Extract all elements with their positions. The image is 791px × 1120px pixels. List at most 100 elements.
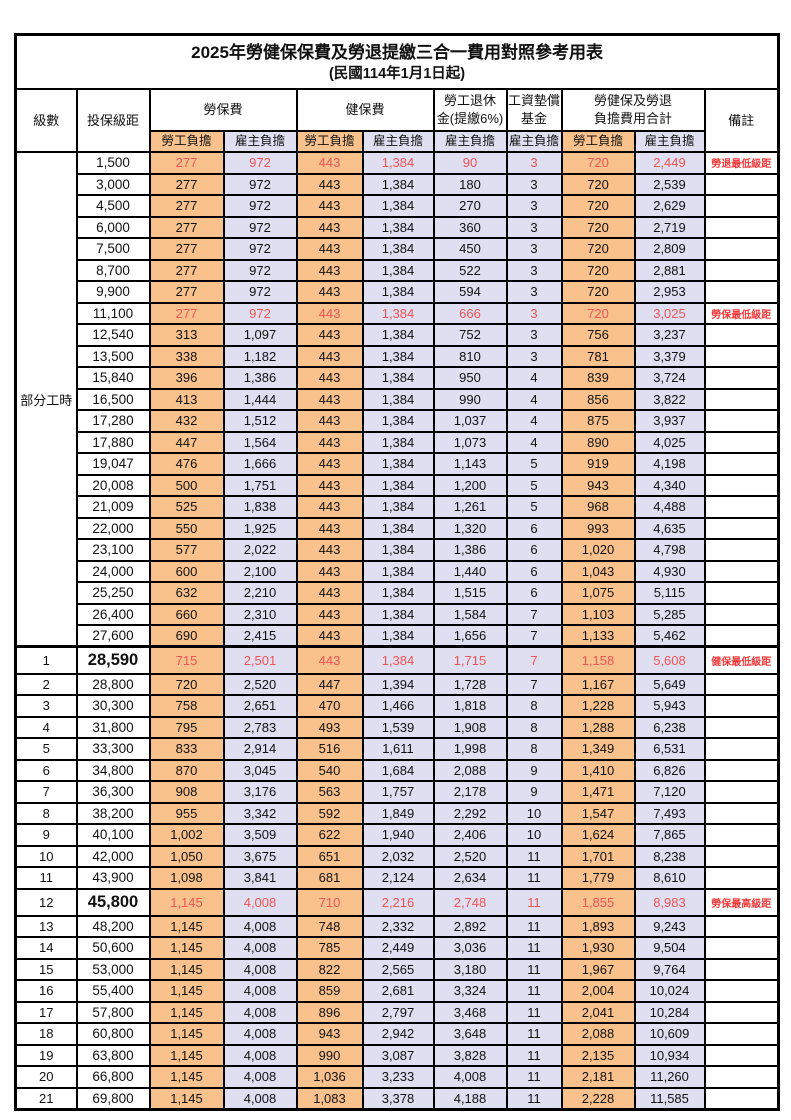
table-row: 3,000 277 972 443 1,384 180 3 720 2,539 — [16, 172, 780, 196]
table-row: 6 34,800 870 3,045 540 1,684 2,088 9 1,410 6,826 — [14, 758, 780, 782]
cell-total-employer: 2,539 — [633, 172, 706, 196]
cell-health-employee: 563 — [295, 780, 364, 804]
cell-labor-employer: 4,008 — [222, 1043, 298, 1067]
cell-health-employer: 1,539 — [361, 715, 435, 739]
cell-bracket: 60,800 — [75, 1022, 151, 1046]
cell-bracket: 3,000 — [75, 172, 151, 196]
cell-remark — [703, 516, 780, 540]
cell-total-employer: 3,025 — [633, 301, 706, 325]
cell-health-employer: 2,124 — [361, 866, 435, 890]
cell-bracket: 30,300 — [75, 694, 151, 718]
cell-remark — [703, 1043, 780, 1067]
cell-wagefund-employer: 8 — [505, 715, 563, 739]
cell-total-employer: 10,284 — [633, 1000, 706, 1024]
cell-pension-employer: 1,715 — [432, 645, 508, 675]
cell-health-employer: 1,384 — [361, 538, 435, 562]
cell-remark — [703, 452, 780, 476]
cell-remark — [703, 844, 780, 868]
cell-total-employee: 1,158 — [560, 645, 636, 675]
header-total: 勞健保及勞退 負擔費用合計 — [560, 88, 706, 132]
cell-bracket: 48,200 — [75, 914, 151, 938]
cell-wagefund-employer: 5 — [505, 452, 563, 476]
cell-health-employee: 990 — [295, 1043, 364, 1067]
title-row: 2025年勞健保保費及勞退提繳三合一費用對照參考用表 (民國114年1月1日起) — [14, 33, 780, 90]
cell-pension-employer: 1,728 — [432, 672, 508, 696]
cell-pension-employer: 180 — [432, 172, 508, 196]
cell-wagefund-employer: 9 — [505, 758, 563, 782]
cell-labor-employee: 1,145 — [148, 914, 225, 938]
table-row: 17,880 447 1,564 443 1,384 1,073 4 890 4,025 — [16, 430, 780, 454]
cell-pension-employer: 2,178 — [432, 780, 508, 804]
cell-labor-employer: 1,751 — [222, 473, 298, 497]
cell-labor-employee: 525 — [148, 495, 225, 519]
cell-level: 4 — [14, 715, 78, 739]
cell-pension-employer: 2,634 — [432, 866, 508, 890]
table-row: 8,700 277 972 443 1,384 522 3 720 2,881 — [16, 258, 780, 282]
table-row: 4 31,800 795 2,783 493 1,539 1,908 8 1,288 6,238 — [14, 715, 780, 739]
cell-labor-employee: 550 — [148, 516, 225, 540]
cell-labor-employee: 1,145 — [148, 936, 225, 960]
cell-pension-employer: 666 — [432, 301, 508, 325]
cell-wagefund-employer: 11 — [505, 866, 563, 890]
cell-wagefund-employer: 11 — [505, 1043, 563, 1067]
cell-health-employee: 681 — [295, 866, 364, 890]
cell-total-employer: 7,865 — [633, 823, 706, 847]
cell-bracket: 8,700 — [75, 258, 151, 282]
cell-bracket: 25,250 — [75, 581, 151, 605]
cell-health-employee: 443 — [295, 409, 364, 433]
cell-remark — [703, 495, 780, 519]
cell-bracket: 36,300 — [75, 780, 151, 804]
cell-wagefund-employer: 10 — [505, 823, 563, 847]
cell-labor-employee: 1,050 — [148, 844, 225, 868]
cell-pension-employer: 2,088 — [432, 758, 508, 782]
table-row: 13 48,200 1,145 4,008 748 2,332 2,892 11 1,893 9,… — [14, 914, 780, 938]
cell-bracket: 22,000 — [75, 516, 151, 540]
cell-labor-employee: 577 — [148, 538, 225, 562]
cell-remark — [703, 914, 780, 938]
cell-labor-employer: 4,008 — [222, 936, 298, 960]
table-row: 11,100 277 972 443 1,384 666 3 720 3,025 勞保最低級距 — [16, 301, 780, 325]
cell-health-employee: 443 — [295, 516, 364, 540]
cell-bracket: 38,200 — [75, 801, 151, 825]
cell-labor-employee: 632 — [148, 581, 225, 605]
cell-wagefund-employer: 11 — [505, 844, 563, 868]
cell-remark: 勞保最低級距 — [703, 301, 780, 325]
cell-bracket: 69,800 — [75, 1086, 151, 1110]
cell-total-employee: 1,349 — [560, 737, 636, 761]
cell-pension-employer: 1,584 — [432, 602, 508, 626]
cell-level: 8 — [14, 801, 78, 825]
cell-health-employee: 1,083 — [295, 1086, 364, 1110]
cell-labor-employer: 972 — [222, 237, 298, 261]
cell-health-employee: 443 — [295, 559, 364, 583]
subheader-pension-employer: 雇主負擔 — [432, 130, 508, 153]
cell-total-employee: 2,004 — [560, 979, 636, 1003]
cell-total-employee: 2,228 — [560, 1086, 636, 1110]
cell-remark — [703, 758, 780, 782]
cell-remark — [703, 280, 780, 304]
cell-labor-employer: 2,501 — [222, 645, 298, 675]
cell-health-employee: 443 — [295, 344, 364, 368]
cell-wagefund-employer: 7 — [505, 602, 563, 626]
cell-bracket: 28,590 — [75, 645, 151, 675]
cell-health-employee: 1,036 — [295, 1065, 364, 1089]
cell-total-employee: 720 — [560, 280, 636, 304]
cell-labor-employee: 1,145 — [148, 1065, 225, 1089]
cell-total-employer: 7,120 — [633, 780, 706, 804]
cell-remark — [703, 344, 780, 368]
cell-pension-employer: 3,648 — [432, 1022, 508, 1046]
cell-total-employer: 2,719 — [633, 215, 706, 239]
table-row: 15,840 396 1,386 443 1,384 950 4 839 3,724 — [16, 366, 780, 390]
cell-remark — [703, 538, 780, 562]
cell-health-employee: 493 — [295, 715, 364, 739]
table-row: 25,250 632 2,210 443 1,384 1,515 6 1,075 5,115 — [16, 581, 780, 605]
cell-bracket: 6,000 — [75, 215, 151, 239]
cell-labor-employee: 338 — [148, 344, 225, 368]
table-row: 20 66,800 1,145 4,008 1,036 3,233 4,008 11 2,181… — [14, 1065, 780, 1089]
cell-health-employee: 443 — [295, 151, 364, 175]
cell-labor-employer: 2,022 — [222, 538, 298, 562]
cell-total-employer: 2,881 — [633, 258, 706, 282]
cell-remark — [703, 801, 780, 825]
cell-bracket: 16,500 — [75, 387, 151, 411]
cell-health-employer: 1,384 — [361, 473, 435, 497]
cell-health-employer: 2,942 — [361, 1022, 435, 1046]
